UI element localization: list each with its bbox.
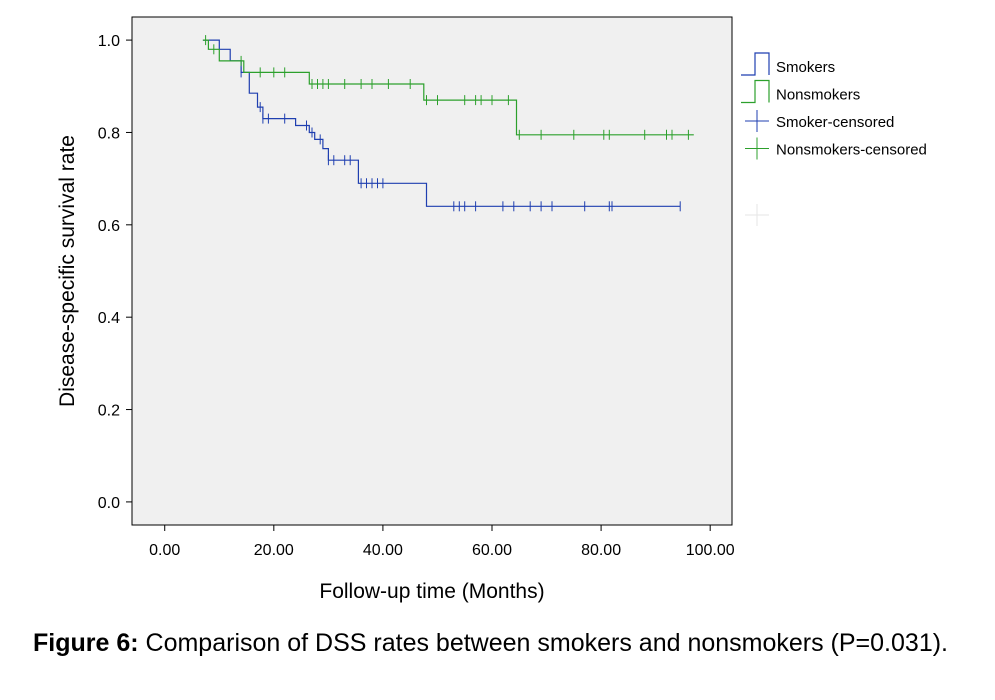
x-axis: 0.00 20.00 40.00 60.00 80.00 100.00 [149,525,735,559]
y-axis: 0.0 0.2 0.4 0.6 0.8 1.0 [98,33,132,512]
censor-marks [205,35,689,212]
x-tick-label: 80.00 [581,542,621,559]
legend-step-icon [741,79,770,104]
y-tick-label: 0.6 [98,218,120,235]
x-tick-label: 60.00 [472,542,512,559]
legend-item-nonsmokers-censored: Nonsmokers-censored [745,137,927,160]
y-tick-label: 0.0 [98,495,120,512]
survival-curves [202,39,694,207]
y-tick-label: 1.0 [98,33,120,50]
x-tick-label: 100.00 [686,542,735,559]
legend-item-smoker-censored: Smoker-censored [745,110,894,132]
x-tick-label: 40.00 [363,542,403,559]
legend-label: Nonsmokers [776,87,860,104]
caption-text: Comparison of DSS rates between smokers … [138,629,948,657]
x-axis-title: Follow-up time (Months) [319,580,544,603]
y-axis-title: Disease-specific survival rate [56,135,79,407]
figure-caption: Figure 6: Comparison of DSS rates betwee… [33,628,970,658]
legend-label: Smokers [776,59,835,76]
legend: Smokers Nonsmokers Smoker-censored Nonsmoke… [741,52,927,160]
legend-label: Nonsmokers-censored [776,142,927,159]
y-tick-label: 0.8 [98,125,120,142]
legend-item-smokers: Smokers [741,52,835,76]
legend-faint-cross-icon [745,204,769,226]
series-line-nonsmokers [202,39,694,136]
survival-chart: 0.00 20.00 40.00 60.00 80.00 100.00 0.0 0.2 0.4… [56,16,927,603]
caption-label: Figure 6: [33,629,139,657]
plot-background [131,16,733,526]
legend-item-nonsmokers: Nonsmokers [741,79,860,104]
legend-step-icon [741,52,770,76]
y-tick-label: 0.2 [98,403,120,420]
legend-label: Smoker-censored [776,114,894,131]
x-tick-label: 0.00 [149,542,180,559]
x-tick-label: 20.00 [254,542,294,559]
y-tick-label: 0.4 [98,310,120,327]
